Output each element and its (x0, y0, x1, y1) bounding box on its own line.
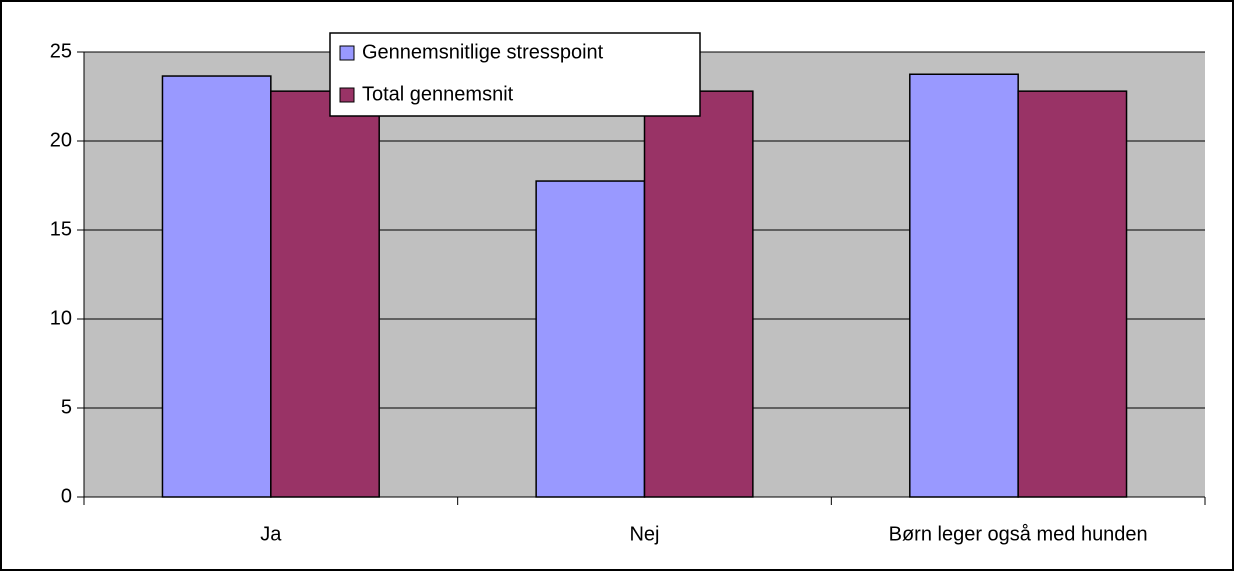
x-tick-label: Børn leger også med hunden (889, 523, 1148, 545)
bar (1017, 90, 1128, 498)
bar (909, 73, 1019, 498)
legend-swatch (339, 45, 355, 61)
bar (161, 75, 272, 498)
bar (535, 180, 646, 498)
y-tick-label: 20 (50, 129, 72, 151)
x-tick-label: Ja (260, 523, 282, 545)
legend-label: Total gennemsnit (362, 83, 514, 105)
x-tick-label: Nej (629, 523, 659, 545)
legend-box (329, 32, 701, 117)
y-tick-label: 5 (61, 396, 72, 418)
y-tick-label: 10 (50, 307, 72, 329)
legend-label: Gennemsnitlige stresspoint (362, 41, 604, 63)
y-tick-label: 0 (61, 485, 72, 507)
legend-swatch (339, 87, 355, 103)
y-tick-label: 25 (50, 40, 72, 62)
bar (270, 90, 380, 498)
bar (643, 90, 754, 498)
y-tick-label: 15 (50, 218, 72, 240)
